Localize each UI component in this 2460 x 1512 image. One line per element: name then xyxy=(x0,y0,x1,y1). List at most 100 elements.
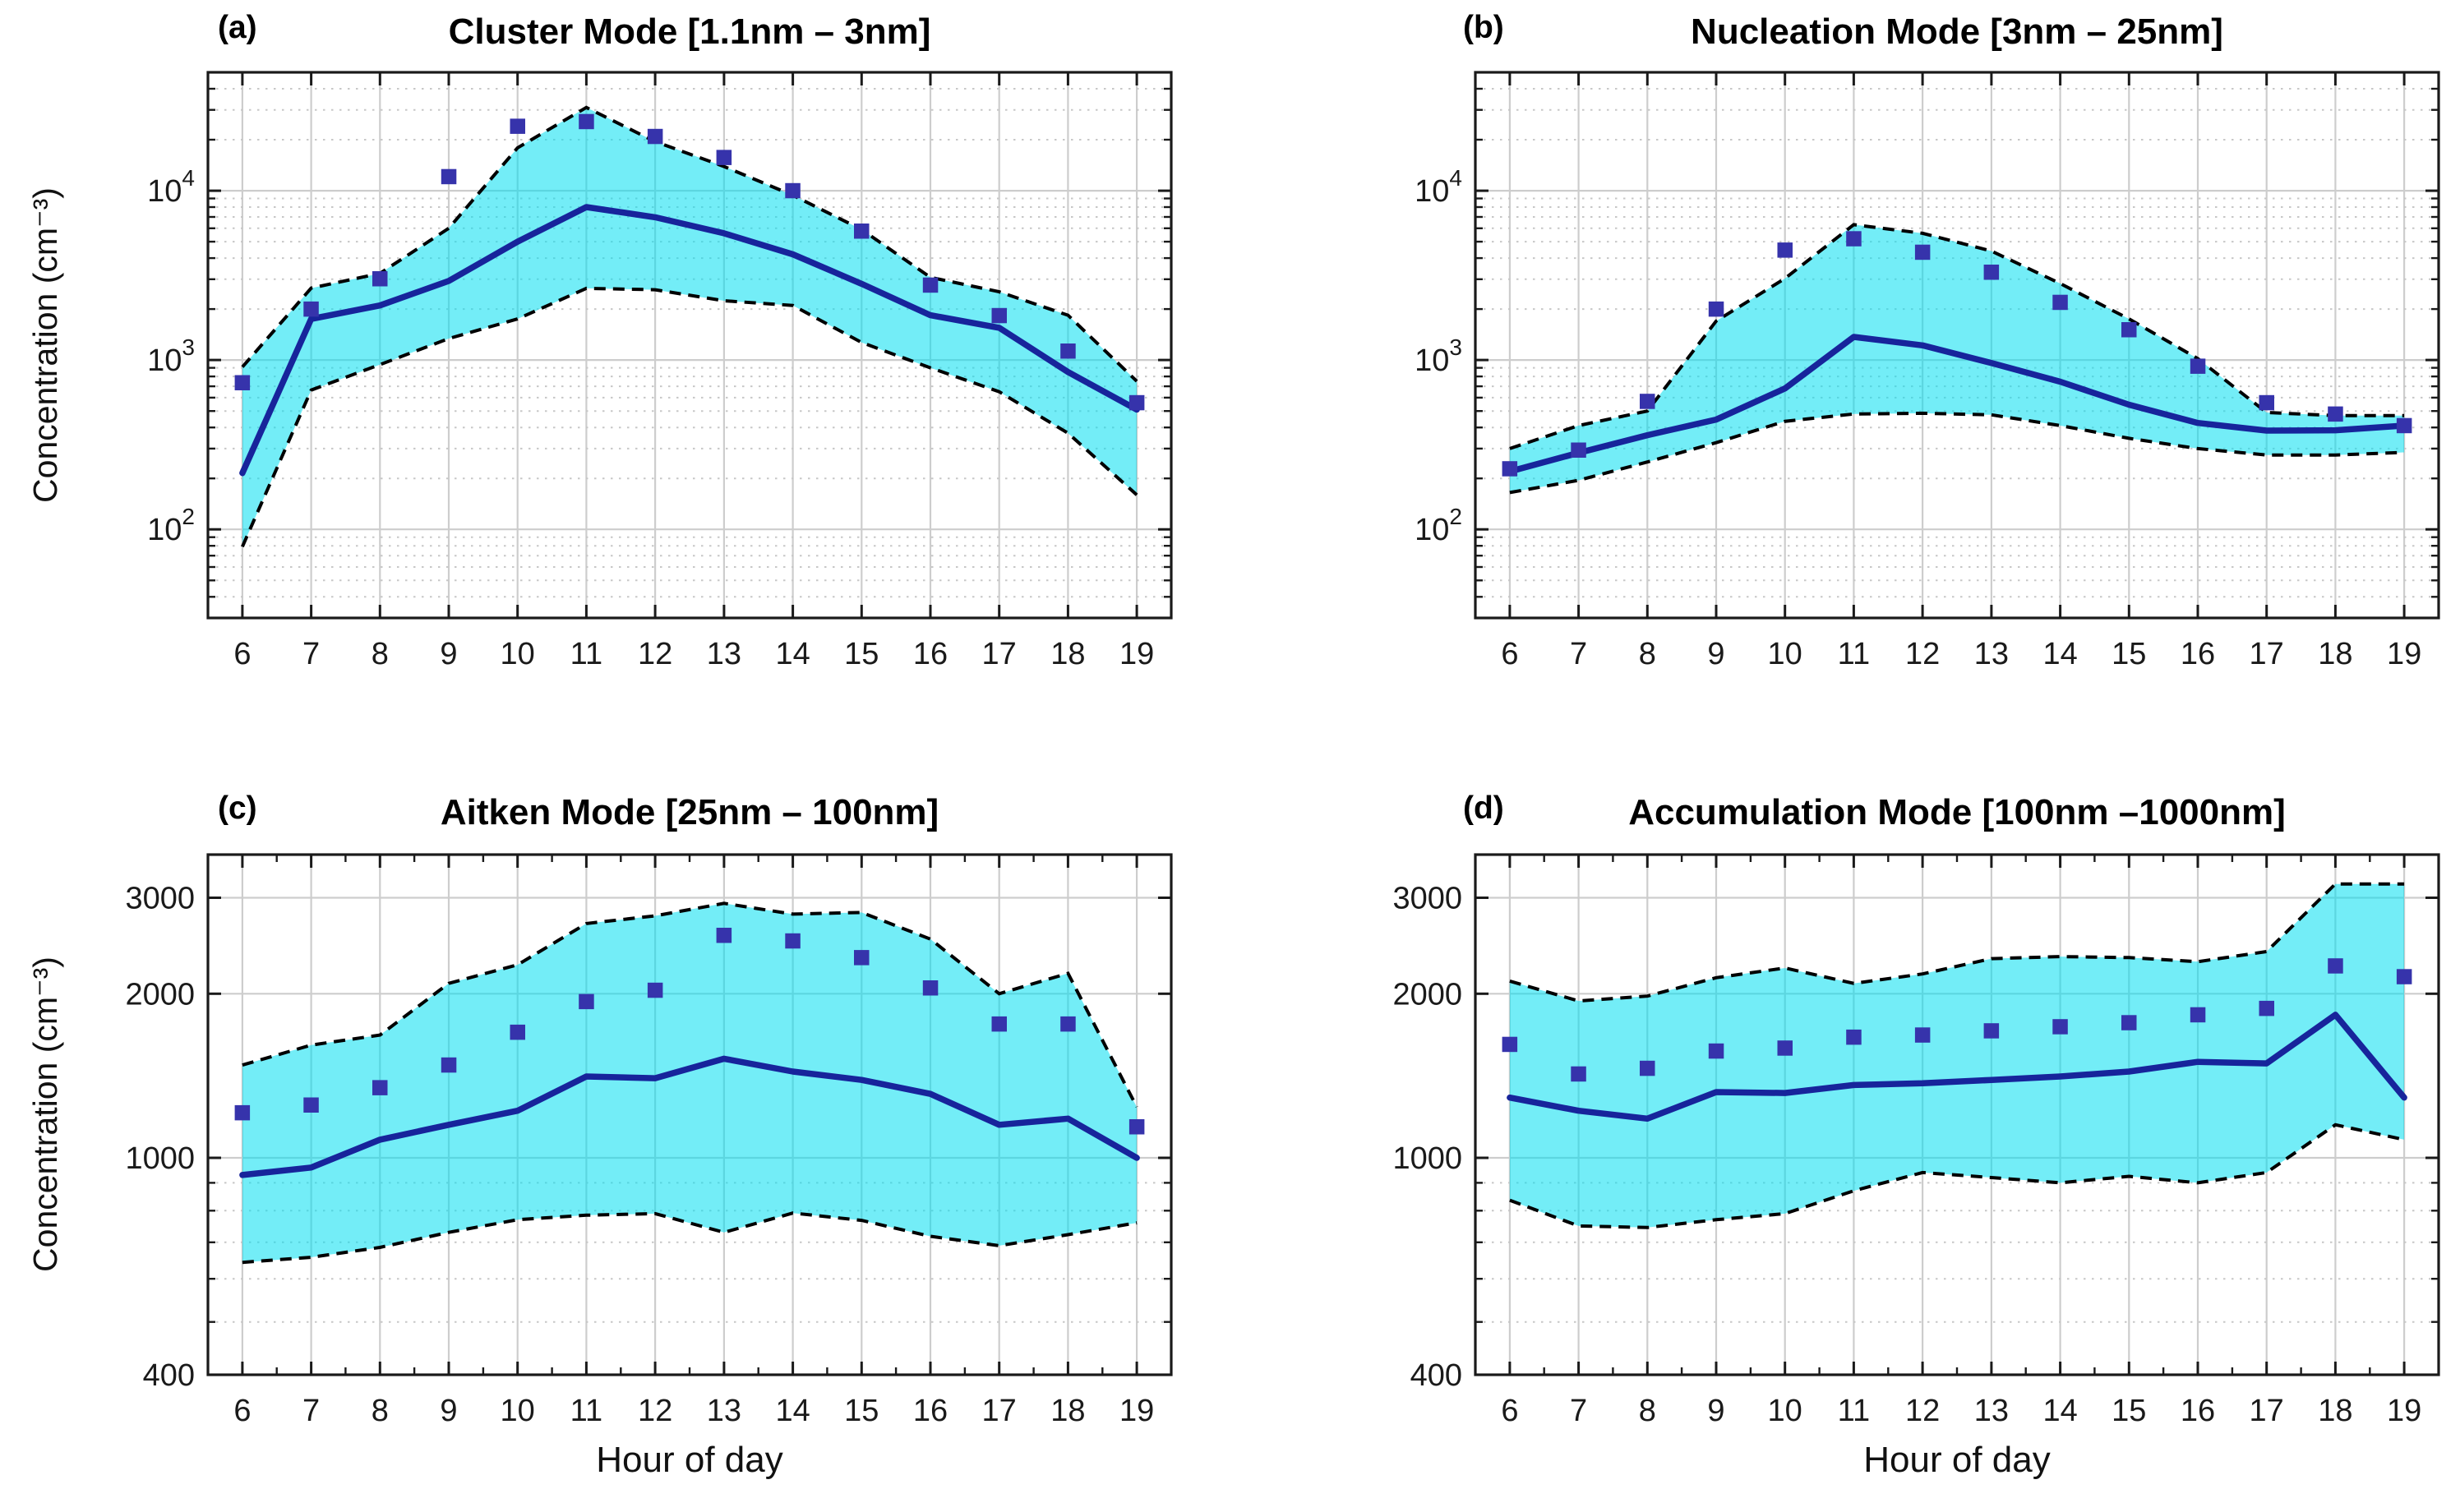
panel-b: 6 7 8 9 10 11 12 13 14 15 16 17 18 19 102 103 104 xyxy=(1415,71,2440,671)
svg-text:19: 19 xyxy=(1119,1394,1154,1428)
lower-dashed-line xyxy=(1509,1122,2405,1229)
svg-text:11: 11 xyxy=(1838,637,1870,671)
svg-text:400: 400 xyxy=(143,1358,195,1393)
svg-text:10: 10 xyxy=(1768,1394,1802,1428)
svg-text:18: 18 xyxy=(1050,1394,1085,1428)
svg-text:12: 12 xyxy=(638,1394,672,1428)
panel-a-ylabel: Concentration (cm⁻³) xyxy=(26,187,64,503)
panel-b-letter: (b) xyxy=(1463,10,1504,45)
svg-text:102: 102 xyxy=(1415,504,1462,547)
svg-text:103: 103 xyxy=(147,334,195,378)
x-tick-labels: 6 7 8 9 10 11 12 13 14 15 16 17 18 19 xyxy=(233,1394,1154,1428)
panel-c: 6 7 8 9 10 11 12 13 14 15 16 17 18 19 400 1000 2000 3000 xyxy=(125,853,1173,1428)
svg-text:14: 14 xyxy=(775,637,810,671)
svg-text:9: 9 xyxy=(440,637,457,671)
upper-dashed-line xyxy=(241,105,1138,383)
svg-text:1000: 1000 xyxy=(125,1141,195,1176)
svg-text:1000: 1000 xyxy=(1392,1141,1462,1176)
svg-text:13: 13 xyxy=(707,1394,741,1428)
upper-dashed-line xyxy=(1509,223,2405,450)
svg-text:13: 13 xyxy=(1974,1394,2009,1428)
svg-text:19: 19 xyxy=(2387,1394,2421,1428)
svg-text:6: 6 xyxy=(1501,1394,1518,1428)
svg-text:11: 11 xyxy=(570,1394,602,1428)
svg-text:2000: 2000 xyxy=(125,977,195,1012)
svg-text:3000: 3000 xyxy=(1392,882,1462,916)
svg-text:16: 16 xyxy=(2181,1394,2215,1428)
median-line xyxy=(239,1055,1140,1178)
mean-markers xyxy=(234,928,1145,1135)
tick-marks xyxy=(208,72,1171,618)
svg-text:16: 16 xyxy=(913,1394,948,1428)
tick-marks xyxy=(1475,855,2439,1376)
svg-text:104: 104 xyxy=(1415,165,1462,209)
svg-text:15: 15 xyxy=(844,1394,879,1428)
percentile-band xyxy=(242,903,1138,1263)
panel-c-xlabel: Hour of day xyxy=(596,1440,783,1480)
panel-d-xlabel: Hour of day xyxy=(1863,1440,2051,1480)
svg-text:11: 11 xyxy=(570,637,602,671)
svg-text:11: 11 xyxy=(1838,1394,1870,1428)
svg-text:14: 14 xyxy=(775,1394,810,1428)
svg-text:9: 9 xyxy=(440,1394,457,1428)
median-line xyxy=(239,204,1140,477)
x-tick-labels: 6 7 8 9 10 11 12 13 14 15 16 17 18 19 xyxy=(1501,637,2421,671)
svg-text:15: 15 xyxy=(2112,637,2146,671)
svg-text:15: 15 xyxy=(844,637,879,671)
svg-text:10: 10 xyxy=(1768,637,1802,671)
y-tick-labels: 400 1000 2000 3000 xyxy=(125,882,195,1394)
svg-text:10: 10 xyxy=(501,1394,535,1428)
y-tick-labels: 102 103 104 xyxy=(1415,165,1462,547)
svg-text:6: 6 xyxy=(233,637,251,671)
svg-text:8: 8 xyxy=(372,1394,389,1428)
median-line xyxy=(1507,1012,2407,1122)
svg-text:13: 13 xyxy=(707,637,741,671)
svg-text:103: 103 xyxy=(1415,334,1462,378)
svg-text:14: 14 xyxy=(2042,637,2077,671)
svg-text:6: 6 xyxy=(1501,637,1518,671)
svg-text:102: 102 xyxy=(147,504,195,547)
panel-c-letter: (c) xyxy=(218,791,257,826)
svg-text:16: 16 xyxy=(2181,637,2215,671)
panel-b-title: Nucleation Mode [3nm – 25nm] xyxy=(1691,12,2223,52)
panel-d-letter: (d) xyxy=(1463,791,1504,826)
lower-dashed-line xyxy=(241,286,1138,548)
panel-a-letter: (a) xyxy=(218,10,257,45)
svg-text:18: 18 xyxy=(2318,637,2352,671)
panel-c-ylabel: Concentration (cm⁻³) xyxy=(26,957,64,1272)
svg-text:12: 12 xyxy=(1905,1394,1940,1428)
svg-text:104: 104 xyxy=(147,165,195,209)
upper-dashed-line xyxy=(242,901,1138,1109)
svg-text:17: 17 xyxy=(982,1394,1017,1428)
tick-marks xyxy=(1475,72,2439,618)
x-tick-labels: 6 7 8 9 10 11 12 13 14 15 16 17 18 19 xyxy=(233,637,1154,671)
svg-text:8: 8 xyxy=(1639,637,1656,671)
svg-text:17: 17 xyxy=(2250,637,2284,671)
mean-markers xyxy=(234,113,1145,411)
axes-box xyxy=(206,71,1173,620)
svg-text:19: 19 xyxy=(1119,637,1154,671)
svg-text:15: 15 xyxy=(2112,1394,2146,1428)
svg-text:400: 400 xyxy=(1410,1358,1462,1393)
mean-markers xyxy=(1502,231,2412,477)
svg-text:9: 9 xyxy=(1707,1394,1724,1428)
svg-text:17: 17 xyxy=(2250,1394,2284,1428)
y-tick-labels: 400 1000 2000 3000 xyxy=(1392,882,1462,1394)
svg-text:7: 7 xyxy=(302,637,320,671)
panel-a: 6 7 8 9 10 11 12 13 14 15 16 17 18 19 102 103 104 xyxy=(147,71,1173,671)
mean-markers xyxy=(1502,958,2412,1082)
svg-text:17: 17 xyxy=(982,637,1017,671)
lower-dashed-line xyxy=(242,1211,1138,1265)
svg-text:9: 9 xyxy=(1707,637,1724,671)
svg-text:2000: 2000 xyxy=(1392,977,1462,1012)
percentile-band xyxy=(242,107,1138,547)
panel-a-title: Cluster Mode [1.1nm – 3nm] xyxy=(448,12,931,52)
svg-text:13: 13 xyxy=(1974,637,2009,671)
median-line xyxy=(1507,334,2407,475)
x-tick-labels: 6 7 8 9 10 11 12 13 14 15 16 17 18 19 xyxy=(1501,1394,2421,1428)
axes-box xyxy=(1474,71,2440,620)
svg-text:10: 10 xyxy=(501,637,535,671)
upper-dashed-line xyxy=(1509,882,2405,1003)
